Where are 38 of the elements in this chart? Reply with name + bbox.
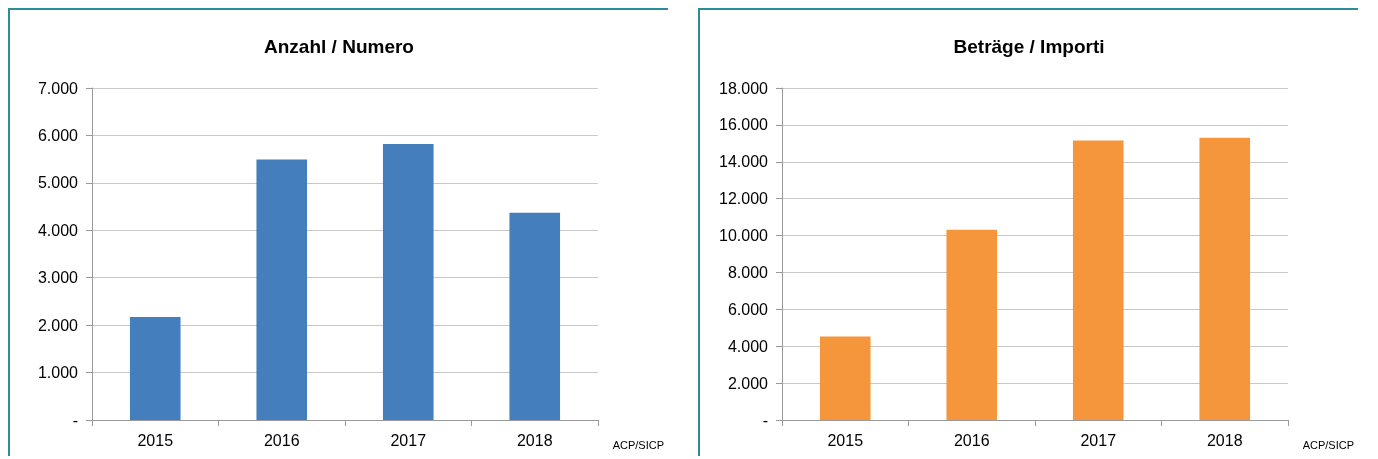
y-tick-label: 10.000 (719, 227, 769, 245)
text: ACP/SICP (1302, 438, 1355, 451)
y-tick-label: 4.000 (37, 221, 79, 239)
bar (129, 317, 181, 420)
y-tick-label: 18.000 (719, 79, 769, 97)
x-tick-label: 2015 (827, 431, 864, 449)
y-tick-label: 8.000 (727, 263, 769, 281)
x-tick-label: 2015 (137, 431, 174, 449)
y-tick-label: 14.000 (719, 153, 769, 171)
y-tick-label: - (72, 411, 78, 429)
y-tick-label: 6.000 (37, 126, 79, 144)
bar (382, 143, 434, 420)
y-tick-label: 5.000 (37, 174, 79, 192)
x-tick-label: 2017 (1080, 431, 1117, 449)
x-tick-label: 2017 (390, 431, 427, 449)
y-tick-label: 1.000 (37, 364, 79, 382)
bar (819, 336, 871, 420)
bar (256, 159, 308, 420)
y-tick-label: 3.000 (37, 269, 79, 287)
y-tick-label: 4.000 (727, 337, 769, 355)
chart-title: Anzahl / Numero (264, 36, 414, 57)
text: ACP/SICP (612, 438, 665, 451)
chart-title: Beträge / Importi (953, 36, 1105, 57)
x-tick-label: 2016 (953, 431, 990, 449)
x-tick-label: 2016 (263, 431, 300, 449)
y-tick-label: 7.000 (37, 79, 79, 97)
x-tick-label: 2018 (516, 431, 553, 449)
y-tick-label: 12.000 (719, 190, 769, 208)
bar (1072, 140, 1124, 420)
y-tick-label: - (762, 411, 768, 429)
bar (509, 212, 561, 420)
bar (946, 229, 998, 420)
y-tick-label: 2.000 (37, 316, 79, 334)
bar (1199, 137, 1251, 420)
x-tick-label: 2018 (1206, 431, 1243, 449)
y-tick-label: 6.000 (727, 300, 769, 318)
y-tick-label: 2.000 (727, 374, 769, 392)
y-tick-label: 16.000 (719, 116, 769, 134)
